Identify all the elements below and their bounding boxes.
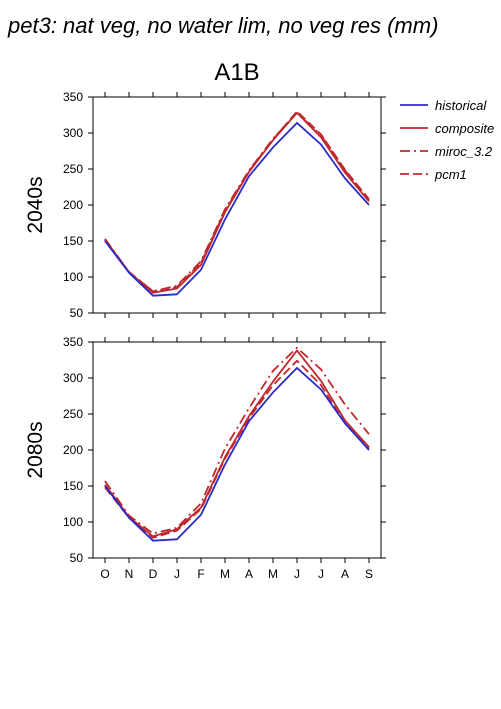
series-line-pcm1-2040s [104, 110, 370, 293]
legend-label-composite: composite [435, 121, 494, 136]
x-tick-label-4: F [197, 567, 204, 581]
x-tick-label-7: M [268, 567, 278, 581]
y-tick-label-2080s: 300 [63, 371, 83, 385]
panel-2080s: 2080s 50 100 150 200 250 300 350 O N D J F M A M J J A S [24, 335, 386, 581]
y-tick-label-2080s: 200 [63, 443, 83, 457]
x-tick-label-6: A [245, 567, 253, 581]
figure-title: pet3: nat veg, no water lim, no veg res … [7, 13, 438, 38]
series-line-composite-2040s [104, 111, 370, 294]
series-line-historical-2080s [104, 366, 370, 542]
y-tick-label-2040s: 100 [63, 270, 83, 284]
legend-label-pcm1: pcm1 [434, 167, 467, 182]
series-line-pcm1-2080s [104, 359, 370, 539]
scenario-title: A1B [214, 59, 259, 86]
x-tick-label-2: D [149, 567, 158, 581]
legend-label-miroc_3.2: miroc_3.2 [435, 144, 493, 159]
y-tick-label-2040s: 250 [63, 162, 83, 176]
x-tick-label-8: J [294, 567, 300, 581]
series-line-miroc_3.2-2040s [104, 111, 370, 293]
panel-label-2080s: 2080s [24, 421, 47, 478]
panel-2040s: 2040s 50 100 150 200 250 300 350 [24, 90, 386, 320]
legend-label-historical: historical [435, 98, 487, 113]
y-tick-label-2040s: 50 [70, 306, 84, 320]
y-tick-label-2080s: 150 [63, 479, 83, 493]
y-tick-label-2040s: 150 [63, 234, 83, 248]
x-tick-label-11: S [365, 567, 373, 581]
series-line-historical-2040s [104, 122, 370, 297]
x-tick-label-0: O [100, 567, 109, 581]
y-tick-label-2040s: 350 [63, 90, 83, 104]
series-line-miroc_3.2-2080s [104, 346, 370, 535]
legend: historical composite miroc_3.2 pcm1 [400, 98, 494, 182]
x-tick-label-3: J [174, 567, 180, 581]
y-tick-label-2080s: 50 [70, 551, 84, 565]
y-tick-label-2040s: 300 [63, 126, 83, 140]
x-tick-label-10: A [341, 567, 349, 581]
y-tick-label-2080s: 100 [63, 515, 83, 529]
x-tick-label-1: N [125, 567, 134, 581]
panel-label-2040s: 2040s [24, 176, 47, 233]
y-tick-label-2080s: 250 [63, 407, 83, 421]
x-tick-label-5: M [220, 567, 230, 581]
y-tick-label-2040s: 200 [63, 198, 83, 212]
x-tick-label-9: J [318, 567, 324, 581]
y-tick-label-2080s: 350 [63, 335, 83, 349]
